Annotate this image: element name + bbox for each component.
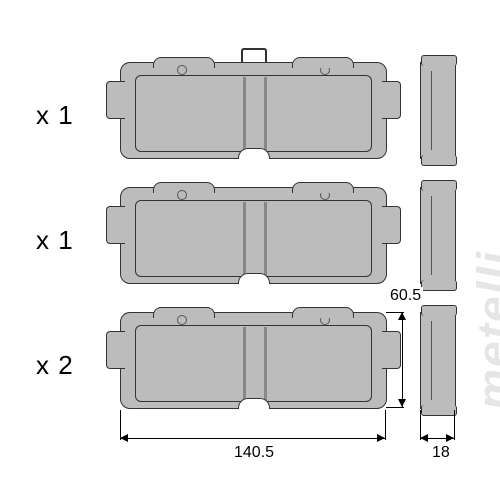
side-profile-1 [420, 62, 456, 159]
side-profile-3 [420, 312, 456, 409]
dim-width-label: 140.5 [232, 444, 276, 462]
brand-watermark: metelli [467, 250, 500, 410]
dim-height-label: 60.5 [388, 287, 423, 305]
brake-pad-3 [120, 312, 387, 409]
qty-label-1: x 1 [36, 100, 74, 131]
qty-label-3: x 2 [36, 350, 74, 381]
dim-thickness-label: 18 [430, 444, 452, 462]
pad-row-1 [120, 62, 385, 157]
diagram-stage: metelli x 1 x 1 x 2 [0, 0, 500, 500]
side-profile-2 [420, 187, 456, 284]
brake-pad-1 [120, 62, 387, 159]
wear-sensor-clip-icon [240, 47, 268, 65]
pad-row-2 [120, 187, 385, 282]
pad-row-3 [120, 312, 385, 407]
qty-label-2: x 1 [36, 225, 74, 256]
brake-pad-2 [120, 187, 387, 284]
